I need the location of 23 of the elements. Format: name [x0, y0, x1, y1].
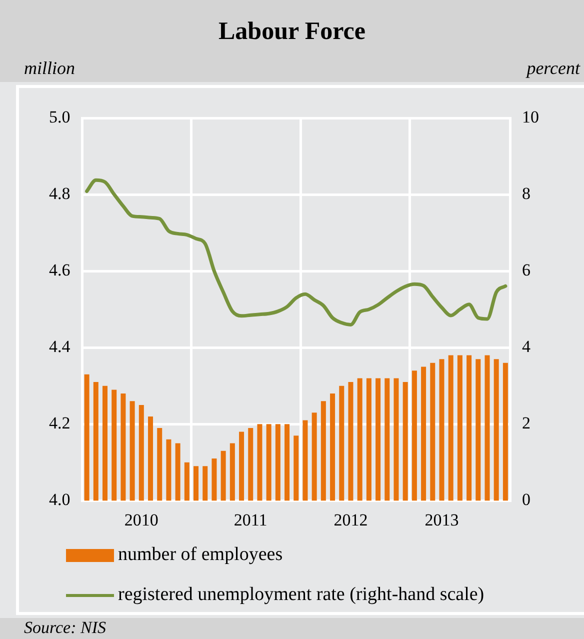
source-note: Source: NIS [0, 618, 584, 639]
legend-label: registered unemployment rate (right-hand scale) [118, 584, 484, 606]
y-tick-label: 4.2 [49, 414, 70, 433]
chart-title: Labour Force [218, 18, 366, 46]
x-tick-label: 2013 [424, 510, 459, 530]
y2-tick-label: 8 [522, 184, 530, 204]
x-tick-label: 2012 [334, 510, 368, 530]
y-tick-label: 4.8 [49, 184, 70, 204]
legend-label: number of employees [118, 544, 283, 566]
y-tick-label: 4.6 [49, 260, 70, 280]
y2-tick-label: 2 [522, 414, 530, 433]
y2-tick-label: 10 [522, 108, 539, 127]
y2-tick-label: 0 [522, 490, 530, 510]
y2-tick-label: 6 [522, 260, 530, 280]
y-tick-label: 4.0 [49, 490, 70, 510]
x-tick-label: 2010 [124, 510, 158, 530]
line-series [85, 178, 508, 326]
y-tick-label: 5.0 [49, 108, 70, 127]
y-axis-title: million [24, 58, 76, 79]
y2-tick-label: 4 [522, 337, 531, 356]
y-tick-label: 4.4 [49, 337, 71, 356]
x-tick-label: 2011 [234, 510, 268, 530]
y2-axis-title: percent [526, 58, 580, 79]
